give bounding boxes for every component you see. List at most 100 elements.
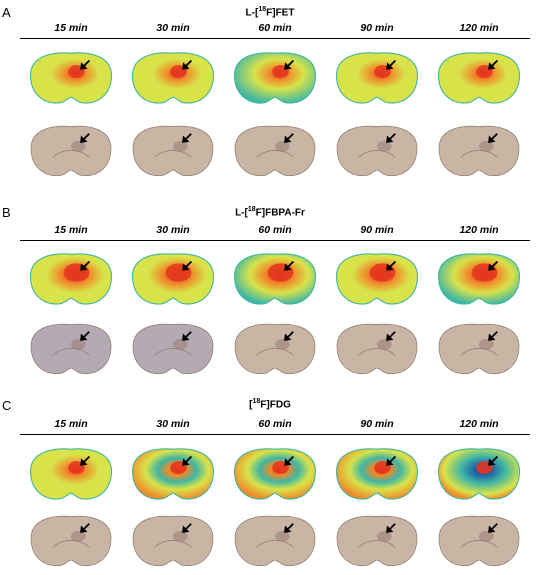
stained-section-image [132,323,214,375]
stained-section-image [30,515,112,567]
autoradiograph-cell [20,440,122,508]
stained-section-cell [122,118,224,184]
stained-section-image [336,515,418,567]
time-label: 120 min [459,418,499,430]
panel-label: B [2,205,11,220]
stained-section-cell [20,318,122,380]
arrow-icon [284,260,295,271]
autoradiograph-cell [326,246,428,312]
stained-section-image [30,323,112,375]
stained-section-image [234,515,316,567]
autoradiograph-row [20,44,530,112]
tracer-title: L-[18F]FBPA-Fr [235,206,305,219]
stained-section-cell [122,318,224,380]
stained-section-image [234,323,316,375]
arrow-icon [284,455,295,466]
stained-section-cell [224,118,326,184]
autoradiograph-cell [428,44,530,112]
arrow-icon [284,331,294,341]
time-label: 15 min [54,22,88,34]
arrow-icon [80,133,90,143]
arrow-icon [386,331,396,341]
stained-section-cell [122,510,224,572]
arrow-icon [182,59,193,70]
arrow-icon [386,133,396,143]
autoradiograph-image [233,448,317,500]
autoradiograph-image [29,253,113,305]
autoradiograph-cell [122,246,224,312]
autoradiograph-row [20,246,530,312]
stained-section-image [336,323,418,375]
autoradiograph-row [20,440,530,508]
stained-section-row [20,118,530,184]
arrow-icon [182,331,192,341]
time-label: 120 min [459,22,499,34]
time-label: 90 min [360,418,394,430]
stained-section-cell [326,318,428,380]
autoradiograph-cell [20,246,122,312]
autoradiograph-image [437,52,521,104]
tracer-title: L-[18F]FET [245,6,295,19]
arrow-icon [488,260,499,271]
autoradiograph-image [335,448,419,500]
arrow-icon [80,523,90,533]
autoradiograph-cell [224,246,326,312]
arrow-icon [182,455,193,466]
autoradiograph-image [233,253,317,305]
stained-section-image [438,125,520,177]
autoradiograph-image [131,253,215,305]
autoradiograph-image [131,448,215,500]
autoradiograph-image [131,52,215,104]
arrow-icon [284,523,294,533]
arrow-icon [488,455,499,466]
stained-section-cell [20,510,122,572]
stained-section-cell [428,118,530,184]
arrow-icon [80,59,91,70]
time-label: 90 min [360,22,394,34]
time-label: 15 min [54,224,88,236]
stained-section-image [438,323,520,375]
autoradiograph-cell [224,44,326,112]
stained-section-cell [20,118,122,184]
time-label: 30 min [156,22,190,34]
panel-label: C [2,398,12,413]
arrow-icon [488,523,498,533]
autoradiograph-cell [326,440,428,508]
stained-section-image [438,515,520,567]
stained-section-cell [224,510,326,572]
autoradiograph-cell [20,44,122,112]
time-label: 120 min [459,224,499,236]
arrow-icon [488,59,499,70]
autoradiograph-image [233,52,317,104]
arrow-icon [488,133,498,143]
autoradiograph-cell [326,44,428,112]
arrow-icon [80,455,91,466]
time-label: 60 min [258,224,292,236]
autoradiograph-cell [122,44,224,112]
arrow-icon [488,331,498,341]
stained-section-row [20,510,530,572]
arrow-icon [284,133,294,143]
time-label: 60 min [258,418,292,430]
time-labels: 15 min 30 min 60 min 90 min 120 min [20,224,530,236]
stained-section-image [336,125,418,177]
stained-section-cell [326,118,428,184]
arrow-icon [182,523,192,533]
time-label: 90 min [360,224,394,236]
header-rule [20,38,530,39]
time-labels: 15 min 30 min 60 min 90 min 120 min [20,22,530,34]
arrow-icon [386,260,397,271]
arrow-icon [386,455,397,466]
autoradiograph-image [335,253,419,305]
arrow-icon [386,59,397,70]
stained-section-cell [326,510,428,572]
autoradiograph-image [335,52,419,104]
autoradiograph-image [437,448,521,500]
autoradiograph-cell [428,246,530,312]
autoradiograph-image [437,253,521,305]
arrow-icon [182,133,192,143]
time-label: 30 min [156,418,190,430]
tracer-title: [18F]FDG [249,398,291,411]
stained-section-cell [224,318,326,380]
arrow-icon [80,331,90,341]
